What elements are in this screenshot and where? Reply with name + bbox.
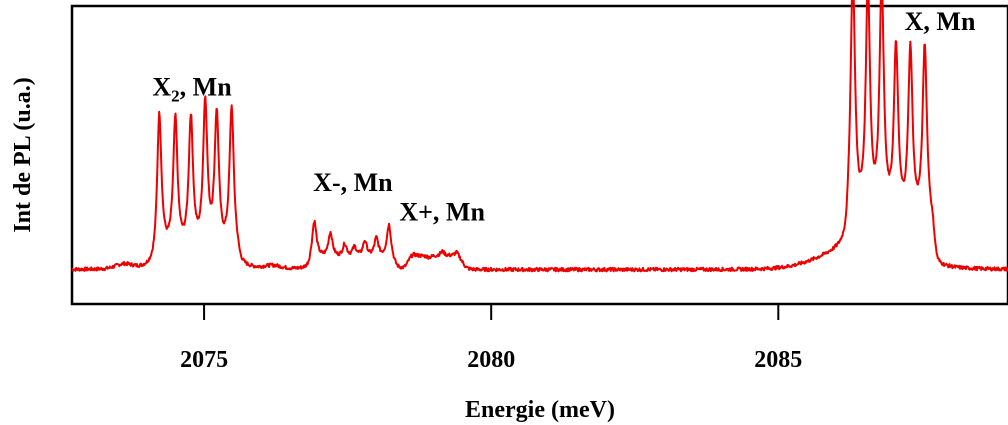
peak-annotation: X2, Mn	[152, 72, 232, 105]
x-tick-label: 2080	[467, 347, 515, 373]
x-ticks: 2075 2080 2085	[180, 304, 802, 373]
peak-annotations: X2, Mn X-, MnX+, Mn X, Mn	[152, 7, 976, 227]
peak-annotation: X, Mn	[905, 7, 976, 36]
pl-spectrum-line	[71, 0, 1008, 273]
peak-annotation: X-, Mn	[313, 168, 393, 197]
x-axis-label: Energie (meV)	[465, 397, 615, 423]
plot-frame	[70, 4, 1008, 306]
x-tick-label: 2085	[754, 347, 802, 373]
peak-annotation: X+, Mn	[399, 198, 485, 227]
y-axis-label: Int de PL (u.a.)	[10, 77, 36, 232]
x-tick-label: 2075	[180, 347, 228, 373]
